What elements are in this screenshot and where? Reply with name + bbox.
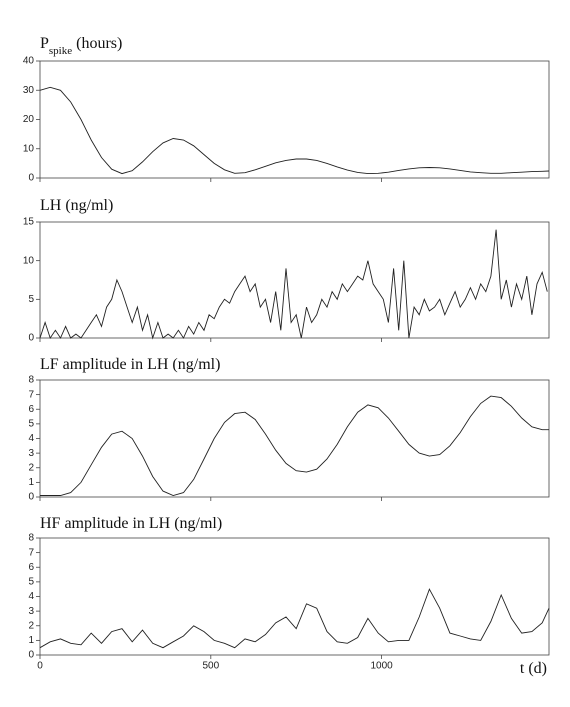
y-tick-label: 4 xyxy=(28,433,34,444)
y-tick-label: 20 xyxy=(23,114,35,125)
title-main: P xyxy=(40,35,49,52)
panel-title: LF amplitude in LH (ng/ml) xyxy=(40,356,220,373)
data-line xyxy=(40,395,549,496)
title-subscript: spike xyxy=(49,45,72,57)
y-tick-label: 6 xyxy=(28,404,34,415)
y-tick-label: 8 xyxy=(28,375,34,386)
y-tick-label: 8 xyxy=(28,533,34,544)
title-rest: (hours) xyxy=(72,35,122,52)
panel-title: HF amplitude in LH (ng/ml) xyxy=(40,515,222,532)
y-tick-label: 5 xyxy=(28,294,34,305)
y-tick-label: 40 xyxy=(23,56,35,67)
data-line xyxy=(39,229,548,340)
y-tick-label: 10 xyxy=(23,143,35,154)
plot-frame xyxy=(39,379,550,498)
x-tick-label: 0 xyxy=(37,661,43,672)
y-tick-label: 10 xyxy=(23,255,35,266)
y-tick-label: 3 xyxy=(28,606,34,617)
y-tick-label: 30 xyxy=(23,85,35,96)
y-tick-label: 2 xyxy=(28,620,34,631)
data-line xyxy=(39,86,550,175)
y-tick-label: 0 xyxy=(28,650,34,661)
y-tick-label: 7 xyxy=(28,547,34,558)
x-axis-label: t (d) xyxy=(520,660,547,677)
y-tick-label: 5 xyxy=(28,577,34,588)
y-tick-label: 1 xyxy=(28,635,34,646)
panel-title: LH (ng/ml) xyxy=(40,197,113,214)
x-tick-label: 1000 xyxy=(370,661,393,672)
y-tick-label: 3 xyxy=(28,448,34,459)
y-tick-label: 0 xyxy=(28,333,34,344)
y-tick-label: 1 xyxy=(28,477,34,488)
data-line xyxy=(39,588,550,649)
plot-frame xyxy=(39,537,550,656)
y-tick-label: 0 xyxy=(28,492,34,503)
plot-frame xyxy=(39,221,550,339)
y-tick-label: 4 xyxy=(28,591,34,602)
y-tick-label: 5 xyxy=(28,419,34,430)
plot-frame xyxy=(39,60,550,179)
panel-title: Pspike (hours) xyxy=(40,35,122,57)
x-tick-label: 500 xyxy=(202,661,219,672)
y-tick-label: 0 xyxy=(28,173,34,184)
y-tick-label: 6 xyxy=(28,562,34,573)
y-tick-label: 2 xyxy=(28,462,34,473)
y-tick-label: 15 xyxy=(23,217,35,228)
y-tick-label: 7 xyxy=(28,389,34,400)
